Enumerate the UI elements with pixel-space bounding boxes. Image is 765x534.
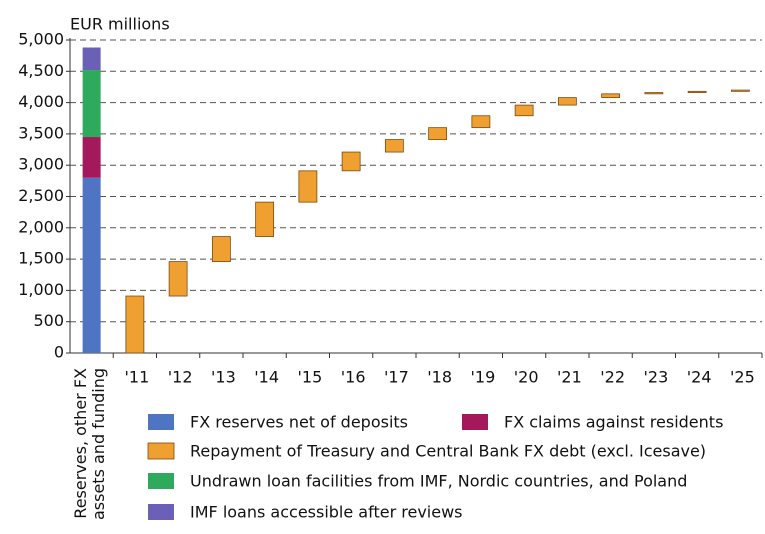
x-tick-label: '24 <box>687 368 712 387</box>
y-tick-label: 500 <box>33 311 64 330</box>
bar <box>514 104 534 117</box>
legend-label: Undrawn loan facilities from IMF, Nordic… <box>190 472 687 491</box>
y-tick-label: 2,000 <box>18 217 64 236</box>
bar <box>644 92 664 95</box>
x-tick-label: '20 <box>514 368 539 387</box>
bar <box>384 139 404 153</box>
x-tick-label: '14 <box>254 368 279 387</box>
y-tick-label: 2,500 <box>18 186 64 205</box>
x-tick-label: '16 <box>341 368 366 387</box>
x-tick-label: '15 <box>297 368 322 387</box>
bar <box>341 151 361 172</box>
bar <box>687 90 707 93</box>
y-tick-label: 1,500 <box>18 249 64 268</box>
legend-swatch <box>147 442 175 460</box>
x-tick-label: '13 <box>211 368 236 387</box>
y-tick-label: 4,500 <box>18 61 64 80</box>
y-tick-label: 3,500 <box>18 123 64 142</box>
bar <box>471 115 491 129</box>
y-tick-label: 3,000 <box>18 155 64 174</box>
x-tick-label: '19 <box>470 368 495 387</box>
bar <box>82 70 101 138</box>
x-tick-label: Reserves, other FX assets and funding <box>71 368 108 521</box>
legend-label: IMF loans accessible after reviews <box>190 503 463 522</box>
x-tick-label: '25 <box>730 368 755 387</box>
y-tick-label: 0 <box>54 343 64 362</box>
x-tick-label: '21 <box>557 368 582 387</box>
legend-label: Repayment of Treasury and Central Bank F… <box>190 442 706 461</box>
bar <box>428 127 448 140</box>
legend-swatch <box>148 473 174 489</box>
legend-swatch <box>462 414 488 430</box>
y-tick-label: 4,000 <box>18 92 64 111</box>
legend-swatch <box>148 414 174 430</box>
bar <box>557 97 577 106</box>
bar <box>82 137 101 178</box>
bar <box>601 93 621 98</box>
bar <box>211 236 231 263</box>
y-tick-label: 1,000 <box>18 280 64 299</box>
x-tick-label: '12 <box>168 368 193 387</box>
y-tick-label: 5,000 <box>18 30 64 49</box>
x-tick-label: '11 <box>124 368 149 387</box>
x-tick-label: '22 <box>600 368 625 387</box>
bar <box>730 89 750 92</box>
x-tick-label: '18 <box>427 368 452 387</box>
y-axis-label: EUR millions <box>70 15 170 34</box>
bar <box>255 201 275 237</box>
x-tick-label: '23 <box>643 368 668 387</box>
bar <box>82 177 101 353</box>
legend-label: FX reserves net of deposits <box>190 413 408 432</box>
legend-swatch <box>148 504 174 520</box>
x-tick-label: '17 <box>384 368 409 387</box>
bar <box>82 47 101 71</box>
bar <box>298 170 318 203</box>
bar <box>168 261 188 297</box>
legend-label: FX claims against residents <box>504 413 723 432</box>
bar <box>125 295 145 354</box>
